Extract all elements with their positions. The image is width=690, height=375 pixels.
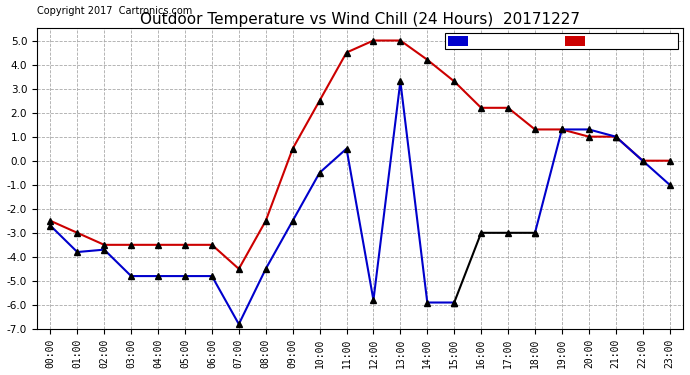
Legend: Wind Chill (°F), Temperature (°F): Wind Chill (°F), Temperature (°F) [446,33,678,50]
Title: Outdoor Temperature vs Wind Chill (24 Hours)  20171227: Outdoor Temperature vs Wind Chill (24 Ho… [140,12,580,27]
Text: Copyright 2017  Cartronics.com: Copyright 2017 Cartronics.com [37,6,193,16]
